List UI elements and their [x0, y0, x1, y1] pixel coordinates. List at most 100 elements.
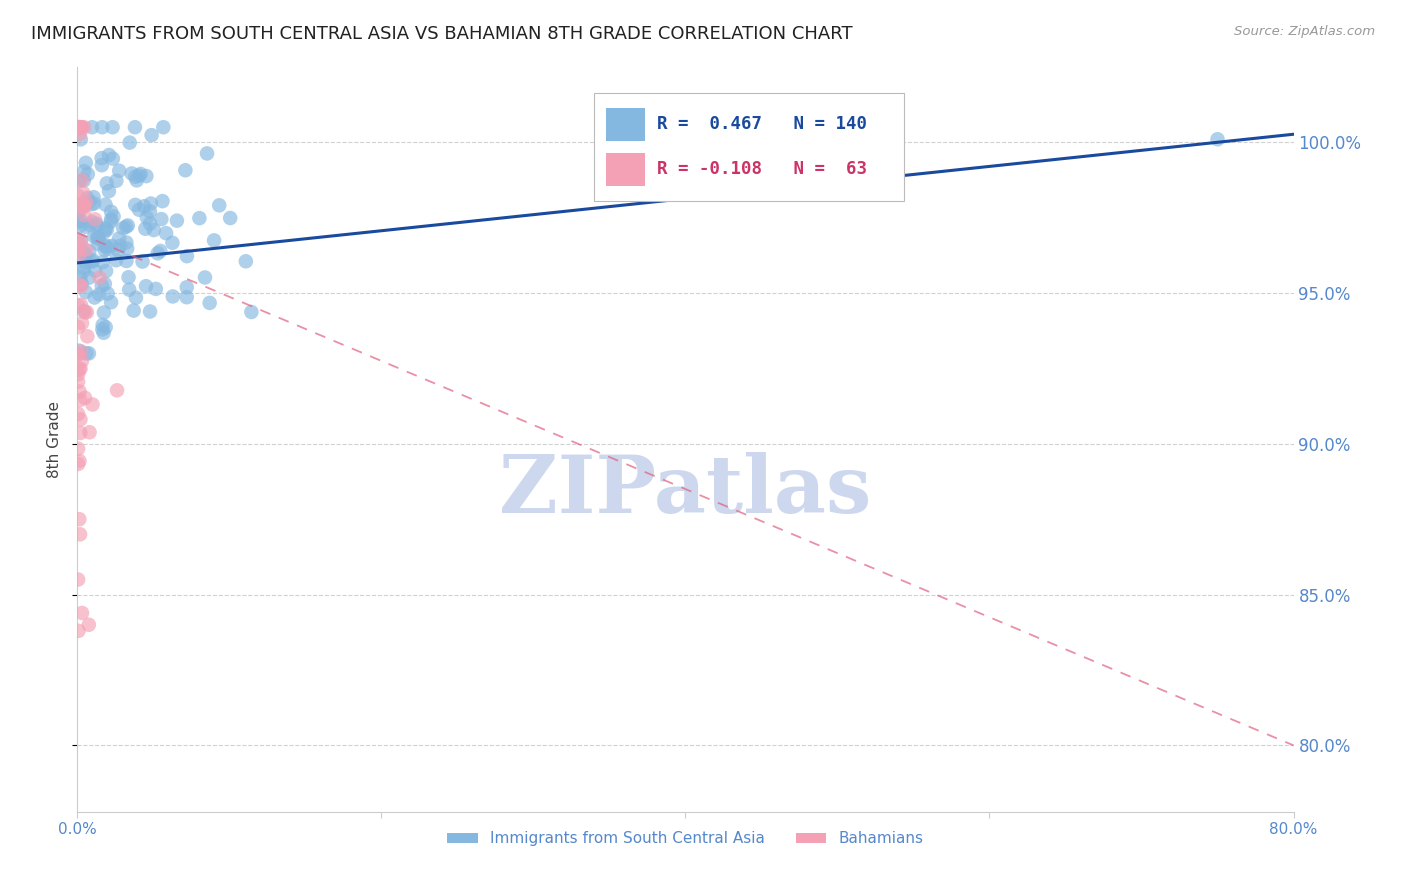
Point — [131, 254, 153, 268]
Point — [75, 194, 97, 209]
Point — [70, 234, 93, 248]
Point — [105, 384, 128, 398]
FancyBboxPatch shape — [606, 153, 645, 186]
Point — [166, 213, 188, 227]
Point — [128, 169, 150, 183]
Point — [97, 286, 120, 301]
Point — [67, 368, 90, 382]
Point — [112, 221, 135, 235]
Point — [76, 329, 98, 343]
Point — [91, 318, 114, 332]
Point — [72, 186, 94, 200]
Point — [235, 254, 257, 268]
Point — [67, 320, 90, 334]
Point — [86, 219, 108, 234]
Point — [70, 298, 93, 312]
Point — [93, 305, 115, 319]
Point — [75, 219, 97, 234]
Point — [135, 211, 157, 225]
Point — [70, 316, 93, 330]
Point — [91, 322, 114, 336]
Point — [84, 264, 107, 278]
Point — [188, 211, 211, 226]
Point — [149, 244, 172, 258]
Point — [67, 624, 90, 638]
Point — [89, 270, 111, 285]
Point — [128, 202, 150, 217]
Point — [75, 305, 97, 319]
Point — [67, 189, 90, 203]
Point — [202, 233, 225, 247]
Point — [100, 212, 122, 227]
Point — [100, 204, 122, 219]
Point — [67, 120, 90, 135]
Point — [69, 212, 91, 227]
Text: Source: ZipAtlas.com: Source: ZipAtlas.com — [1234, 25, 1375, 38]
Point — [67, 214, 90, 228]
Point — [69, 412, 91, 426]
Point — [69, 219, 91, 233]
Point — [115, 235, 138, 250]
Point — [108, 163, 131, 178]
Point — [83, 196, 105, 211]
Point — [176, 290, 198, 304]
Point — [118, 136, 141, 150]
Text: R =  0.467   N = 140: R = 0.467 N = 140 — [658, 115, 868, 133]
Point — [67, 120, 90, 135]
Point — [162, 235, 184, 250]
Point — [176, 249, 198, 263]
Point — [73, 391, 96, 405]
Point — [67, 120, 90, 135]
Point — [174, 163, 197, 178]
Point — [152, 120, 174, 135]
Point — [124, 198, 146, 212]
Point — [69, 527, 91, 541]
Point — [83, 291, 105, 305]
Point — [67, 343, 90, 358]
Point — [208, 198, 231, 212]
Point — [108, 231, 131, 245]
FancyBboxPatch shape — [606, 108, 645, 142]
Text: R = -0.108   N =  63: R = -0.108 N = 63 — [658, 160, 868, 178]
Point — [70, 120, 93, 135]
Point — [77, 194, 100, 209]
Point — [96, 223, 118, 237]
Point — [82, 397, 104, 411]
Text: ZIPatlas: ZIPatlas — [499, 452, 872, 531]
Point — [72, 200, 94, 214]
Point — [69, 270, 91, 285]
Point — [132, 199, 155, 213]
Point — [90, 151, 112, 165]
Point — [69, 120, 91, 135]
Legend: Immigrants from South Central Asia, Bahamians: Immigrants from South Central Asia, Baha… — [441, 825, 929, 853]
Point — [69, 425, 91, 440]
Point — [90, 158, 112, 172]
Point — [67, 243, 90, 257]
Point — [67, 362, 90, 376]
Point — [75, 243, 97, 257]
Point — [97, 242, 120, 256]
Point — [67, 299, 90, 313]
Point — [67, 512, 90, 526]
Point — [105, 174, 128, 188]
Point — [79, 218, 101, 232]
Point — [67, 120, 90, 135]
Point — [82, 120, 104, 135]
Point — [101, 120, 124, 135]
Point — [86, 217, 108, 231]
Point — [129, 167, 152, 181]
Point — [101, 239, 124, 253]
Point — [134, 221, 156, 235]
Point — [125, 173, 148, 187]
Point — [94, 243, 117, 257]
Point — [79, 425, 101, 440]
Point — [87, 232, 110, 246]
Point — [93, 225, 115, 239]
Point — [67, 174, 90, 188]
Point — [75, 285, 97, 299]
Point — [69, 127, 91, 141]
Point — [117, 219, 139, 233]
Point — [69, 197, 91, 211]
Point — [94, 320, 117, 334]
Point — [87, 230, 110, 244]
